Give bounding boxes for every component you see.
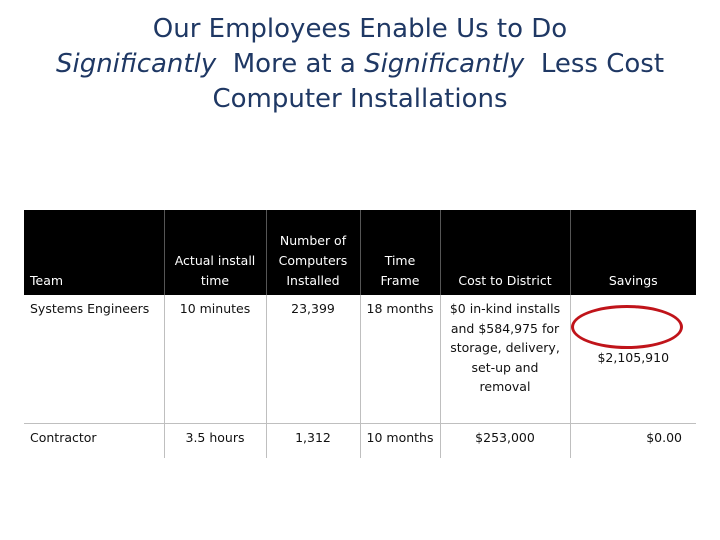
cell-team: Systems Engineers [24, 295, 164, 424]
table-row: Systems Engineers 10 minutes 23,399 18 m… [24, 295, 696, 424]
cell-install-time: 3.5 hours [163, 423, 266, 458]
header-time-frame: Time Frame [359, 210, 440, 295]
header-savings: Savings [569, 210, 696, 295]
comparison-table: Team Actual install time Number of Compu… [24, 210, 696, 458]
header-team: Team [24, 210, 164, 295]
cell-team: Contractor [30, 430, 97, 445]
cell-cost: $253,000 [439, 423, 570, 458]
title-emphasis-1: Significantly [55, 49, 217, 79]
cell-time-frame: 10 months [359, 423, 440, 458]
slide-title: Our Employees Enable Us to Do Significan… [0, 12, 720, 117]
title-line-1: Our Employees Enable Us to Do [152, 14, 568, 44]
header-cost: Cost to District [439, 210, 570, 295]
cell-cost: $0 in-kind installs and $584,975 for sto… [439, 295, 570, 424]
cell-computers: 23,399 [265, 295, 360, 424]
cell-install-time: 10 minutes [163, 295, 266, 424]
header-computers: Number of Computers Installed [265, 210, 360, 295]
table-row: Contractor 3.5 hours 1,312 10 months $25… [24, 423, 696, 458]
title-line-3: Computer Installations [212, 84, 508, 114]
header-install-time: Actual install time [163, 210, 266, 295]
cell-savings: $0.00 [569, 423, 696, 458]
title-text-2: More at a [216, 49, 365, 79]
title-emphasis-2: Significantly [364, 49, 525, 79]
cell-computers: 1,312 [265, 423, 360, 458]
title-line-2: Significantly More at a Significantly Le… [0, 47, 720, 82]
title-text-3: Less Cost [524, 49, 665, 79]
savings-highlight-circle [571, 305, 683, 349]
table-header-row: Team Actual install time Number of Compu… [24, 210, 696, 295]
cell-time-frame: 18 months [359, 295, 440, 424]
